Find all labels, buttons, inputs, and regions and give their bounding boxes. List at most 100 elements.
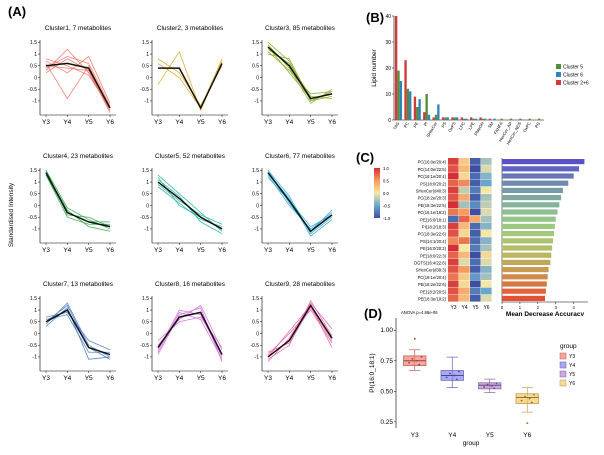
heatmap-cell <box>470 201 481 208</box>
y-tick-label: 30 <box>385 40 391 46</box>
heatmap-cell <box>459 208 470 216</box>
heatmap-col-label: Y4 <box>461 305 467 311</box>
heatmap-cell <box>470 237 481 244</box>
heatmap-cell <box>459 294 470 302</box>
cluster-panel-9: Cluster9, 28 metabolites -1 -0.5 0 0.5 1 1.5 Y3… <box>250 281 338 382</box>
heatmap-cell <box>448 258 459 266</box>
legend-swatch <box>559 370 567 378</box>
heatmap-cell <box>448 215 459 223</box>
heatmap-cell <box>470 208 481 216</box>
bar <box>474 118 478 120</box>
scale-tick-label: 1.0 <box>383 166 389 171</box>
y-tick-label: 1.5 <box>252 40 259 46</box>
heatmap-cell <box>481 194 492 201</box>
y-tick-label: 0 <box>388 118 391 124</box>
heatmap-cell <box>470 158 481 165</box>
y-tick-label: 1 <box>256 180 259 186</box>
importance-bar <box>502 159 585 165</box>
heatmap-row-label: PE(18:0/22:3) <box>420 253 446 258</box>
data-point <box>453 374 456 377</box>
y-tick-label: 0.5 <box>142 320 149 326</box>
y-tick-label: 1.5 <box>30 40 37 46</box>
scale-tick-label: -1.0 <box>383 216 391 221</box>
importance-bar <box>502 231 554 237</box>
heatmap-cell <box>470 273 481 280</box>
heatmap-cell <box>448 194 459 201</box>
x-tick-label: TAG <box>392 121 400 131</box>
importance-bar <box>502 295 545 301</box>
cluster-panel-7: Cluster7, 13 metabolites -1 -0.5 0 0.5 1 1.5 Y3… <box>28 281 116 382</box>
data-point <box>455 378 458 381</box>
bar <box>455 117 459 120</box>
x-tick-label: Y6 <box>106 247 114 254</box>
x-tick-label: PS <box>440 121 447 129</box>
y-tick-label: -0.5 <box>28 343 37 349</box>
data-point <box>411 357 414 360</box>
member-line <box>267 49 333 99</box>
heatmap-cell <box>470 194 481 201</box>
y-tick-label: 0.5 <box>142 64 149 70</box>
heatmap-row-label: PI(18:2/18:3) <box>422 225 447 230</box>
data-point <box>533 393 535 396</box>
x-tick-label: Y5 <box>307 375 315 382</box>
bar <box>484 118 487 120</box>
member-line <box>267 177 333 228</box>
panel-label-c: (C) <box>356 150 375 165</box>
heatmap-cell <box>470 179 481 187</box>
x-tick-label: Y5 <box>85 119 93 126</box>
heatmap-row-label: DGTS(16:4/22:6) <box>414 261 446 266</box>
heatmap-cell <box>459 165 470 172</box>
cluster-panel-1: Cluster1, 7 metabolites -1 -0.5 0 0.5 1 1.5 Y3 Y… <box>28 25 116 126</box>
heatmap-cell <box>481 165 492 172</box>
x-tick-label: Y4 <box>63 375 71 382</box>
importance-bar <box>502 223 555 229</box>
x-tick-label: Y5 <box>85 375 93 382</box>
legend-swatch <box>556 80 561 85</box>
data-point <box>418 363 421 366</box>
y-tick-label: -1 <box>145 99 150 105</box>
mean-line <box>157 311 223 355</box>
y-tick-label: -0.5 <box>28 215 37 221</box>
heatmap-cell <box>481 179 492 187</box>
heatmap-cell <box>470 244 481 252</box>
bar <box>413 96 417 120</box>
bar <box>406 88 410 120</box>
heatmap-row-label: PC(14:0e/22:5) <box>418 167 447 172</box>
member-line <box>267 42 333 102</box>
x-tick-label: Y6 <box>106 375 114 382</box>
heatmap-cell <box>481 237 492 244</box>
importance-bar <box>502 209 558 215</box>
cluster-title: Cluster8, 16 metabolites <box>155 281 226 288</box>
x-tick-label: Y3 <box>154 247 162 254</box>
x-tick-label: Y3 <box>264 375 272 382</box>
y-tick-label: 1 <box>34 52 37 58</box>
bar <box>395 16 398 120</box>
member-line <box>267 306 333 353</box>
heatmap-col-label: Y3 <box>450 305 456 311</box>
scale-tick-label: -0.5 <box>383 204 391 209</box>
heatmap-cell <box>448 230 459 237</box>
legend-swatch <box>559 361 567 369</box>
x-tick-label: Y5 <box>307 119 315 126</box>
heatmap-cell <box>481 201 492 208</box>
heatmap-row-label: PC(18:3e/22:6) <box>418 232 447 237</box>
y-tick-label: 1.5 <box>142 40 149 46</box>
member-line <box>157 174 223 232</box>
x-tick-label: Y5 <box>307 247 315 254</box>
heatmap-cell <box>459 258 470 266</box>
y-tick-label: 0.5 <box>252 320 259 326</box>
x-tick-label: PMeOH <box>473 121 485 136</box>
heatmap-cell <box>470 222 481 230</box>
y-tick-label: 0 <box>146 75 149 81</box>
heatmap-cell <box>481 287 492 295</box>
d-ylabel: PI(16:0_18:1) <box>369 353 376 392</box>
importance-bar <box>502 195 562 201</box>
legend-swatch <box>556 72 561 77</box>
x-tick-label: PG <box>534 121 541 129</box>
x-tick-label: Y5 <box>486 432 494 439</box>
y-tick-label: 0.5 <box>142 192 149 198</box>
member-line <box>267 53 333 102</box>
importance-bar <box>502 245 553 251</box>
importance-bar <box>502 238 554 244</box>
heatmap-cell <box>459 222 470 230</box>
